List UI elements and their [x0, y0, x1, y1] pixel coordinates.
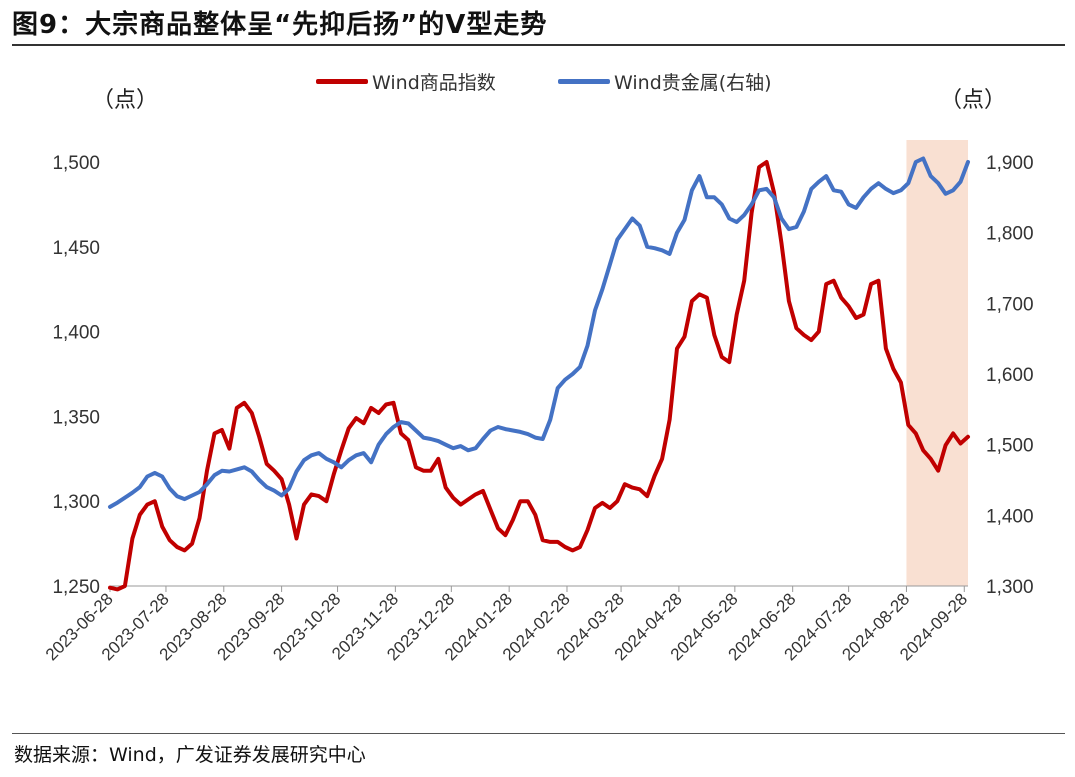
left-y-tick-label: 1,300	[52, 492, 100, 513]
title-rule	[12, 44, 1065, 46]
right-y-tick-label: 1,900	[986, 153, 1034, 174]
left-y-tick-label: 1,450	[52, 238, 100, 259]
figure-title: 图9：大宗商品整体呈“先抑后扬”的V型走势	[12, 10, 548, 40]
right-y-tick-label: 1,300	[986, 577, 1034, 598]
legend-item-commodity: Wind商品指数	[316, 68, 496, 95]
left-y-tick-label: 1,500	[52, 153, 100, 174]
right-y-tick-label: 1,500	[986, 436, 1034, 457]
legend-swatch-precious-metal	[558, 79, 610, 84]
legend-label-precious-metal: Wind贵金属(右轴)	[614, 72, 772, 94]
chart-plot: 1,250 1,300 1,350 1,400 1,450 1,500 1,300 1,400…	[42, 140, 1034, 664]
legend-swatch-commodity	[316, 79, 368, 84]
right-axis-unit: （点）	[940, 88, 1007, 113]
source-rule	[12, 733, 1065, 734]
left-y-tick-label: 1,400	[52, 323, 100, 344]
right-y-tick-label: 1,600	[986, 365, 1034, 386]
legend-item-precious-metal: Wind贵金属(右轴)	[558, 68, 772, 95]
legend-label-commodity: Wind商品指数	[372, 72, 496, 94]
source-note: 数据来源：Wind，广发证券发展研究中心	[14, 744, 366, 766]
right-y-tick-label: 1,800	[986, 224, 1034, 245]
left-y-tick-label: 1,250	[52, 577, 100, 598]
right-y-tick-label: 1,400	[986, 506, 1034, 527]
commodity-index-line	[108, 160, 970, 592]
left-y-tick-label: 1,350	[52, 407, 100, 428]
precious-metal-line	[108, 156, 970, 509]
highlight-band	[906, 140, 968, 586]
right-y-tick-label: 1,700	[986, 294, 1034, 315]
chart-legend: Wind商品指数 Wind贵金属(右轴)	[0, 68, 1075, 98]
left-axis-unit: （点）	[92, 88, 159, 113]
